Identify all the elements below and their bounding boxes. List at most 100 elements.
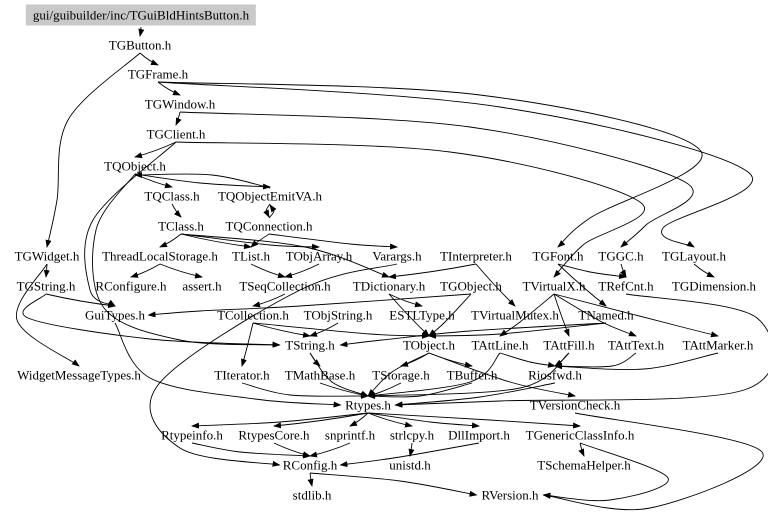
graph-edge-tvirtualx-to-tattmarker xyxy=(553,293,719,338)
graph-edge-tlist-to-tseqcollection xyxy=(250,263,286,279)
graph-node-tschemahelper: TSchemaHelper.h xyxy=(537,457,631,473)
graph-node-snprintf: snprintf.h xyxy=(324,427,376,443)
graph-edge-tgwindow-to-tgclient xyxy=(175,111,182,126)
graph-node-strlcpy: strlcpy.h xyxy=(389,427,435,443)
graph-node-tgwindow: TGWindow.h xyxy=(144,96,216,112)
graph-node-tinterpreter: TInterpreter.h xyxy=(440,248,512,264)
graph-edge-tseqcollection-to-tcollection xyxy=(252,293,286,308)
graph-node-titerator: TIterator.h xyxy=(214,367,270,383)
graph-edge-tgframe-to-tgwindow xyxy=(157,81,181,96)
graph-edge-tclass-to-tobjarray xyxy=(180,233,320,250)
graph-node-unistd: unistd.h xyxy=(389,457,431,473)
graph-node-tgframe: TGFrame.h xyxy=(127,66,189,82)
graph-edge-tstring-to-rtypes xyxy=(309,352,369,397)
graph-edge-threadlocalstorage-to-rconfigure xyxy=(130,263,161,278)
graph-node-tgfont: TGFont.h xyxy=(532,248,584,264)
graph-edge-root-to-tgbutton xyxy=(138,26,145,37)
graph-edge-varargs-to-rconfig xyxy=(149,263,398,467)
graph-edge-tgbutton-to-tgwidget xyxy=(45,52,141,248)
graph-node-tattline: TAttLine.h xyxy=(471,337,529,353)
graph-node-trefcnt: TRefCnt.h xyxy=(598,278,654,294)
graph-edge-tinterpreter-to-tvirtualmutex xyxy=(475,263,516,307)
graph-node-tattfill: TAttFill.h xyxy=(543,337,595,353)
graph-edge-tvirtualx-to-tatttext xyxy=(553,293,637,337)
graph-node-dllimport: DllImport.h xyxy=(448,427,510,443)
graph-edge-tattline-to-rtypes xyxy=(367,352,501,399)
graph-edge-tqconnection-to-tqobjectemitva xyxy=(268,204,277,219)
graph-node-tvirtualx: TVirtualX.h xyxy=(522,278,586,294)
graph-edge-tclass-to-threadlocalstorage xyxy=(159,233,182,248)
graph-node-tgclient: TGClient.h xyxy=(146,126,206,142)
graph-node-tstring: TString.h xyxy=(285,337,335,353)
graph-node-tobjstring: TObjString.h xyxy=(303,307,373,323)
graph-node-tbuffer: TBuffer.h xyxy=(446,367,498,383)
graph-edge-dllimport-to-rconfig xyxy=(339,442,480,468)
graph-edge-tgbutton-to-tgframe xyxy=(139,52,159,66)
graph-edge-tbuffer-to-rtypes xyxy=(367,382,473,400)
graph-edge-tattline-to-riosfwd xyxy=(499,352,556,368)
graph-edge-tgfont-to-tnamed xyxy=(557,263,607,307)
graph-edge-tdictionary-to-tobject xyxy=(388,293,430,337)
graph-node-tgwidget: TGWidget.h xyxy=(14,248,80,264)
graph-node-rconfigure: RConfigure.h xyxy=(95,278,167,294)
graph-node-assert: assert.h xyxy=(182,278,222,294)
graph-edge-rtypes-to-tgenericclassinfo xyxy=(367,412,581,429)
graph-edge-rtypes-to-dllimport xyxy=(367,412,480,429)
graph-node-tstorage: TStorage.h xyxy=(372,367,430,383)
graph-node-estltype: ESTLType.h xyxy=(389,307,455,323)
graph-edge-tobjarray-to-tseqcollection xyxy=(284,263,320,279)
graph-edge-tgwidget-to-widgetmessagetypes xyxy=(16,263,80,367)
graph-edge-tclass-to-tlist xyxy=(180,233,252,250)
graph-edge-tobjstring-to-tstring xyxy=(309,322,339,337)
graph-node-widgetmessagetypes: WidgetMessageTypes.h xyxy=(17,367,141,383)
graph-node-tqconnection: TQConnection.h xyxy=(225,218,313,234)
graph-edge-tqobject-to-tstring xyxy=(92,173,281,348)
graph-node-tclass: TClass.h xyxy=(158,218,204,234)
graph-edge-tqclass-to-tclass xyxy=(171,203,182,218)
graph-edges xyxy=(16,26,768,511)
graph-node-riosfwd: Riosfwd.h xyxy=(528,367,582,383)
graph-edge-tgfont-to-trefcnt xyxy=(557,263,627,280)
graph-edge-tqconnection-to-varargs xyxy=(268,233,398,250)
graph-edge-tqobject-to-tqclass xyxy=(134,173,173,189)
graph-edge-tinterpreter-to-tdictionary xyxy=(388,263,477,280)
graph-node-tattmarker: TAttMarker.h xyxy=(682,337,754,353)
graph-node-tcollection: TCollection.h xyxy=(217,307,289,323)
graph-edge-tcollection-to-tobject xyxy=(252,322,430,339)
graph-node-tglayout: TGLayout.h xyxy=(662,248,726,264)
graph-edge-tnamed-to-tobject xyxy=(428,322,607,339)
graph-edge-guitypes-to-rtypes xyxy=(114,322,342,408)
graph-edge-rtypes-to-rtypeinfo xyxy=(191,412,369,429)
graph-edge-tqobject-to-tqobjectemitva xyxy=(134,173,271,190)
graph-edge-riosfwd-to-rtypes xyxy=(394,382,556,408)
graph-edge-rtypes-to-rtypescore xyxy=(273,412,369,429)
graph-edge-tgclient-to-tvirtualx xyxy=(175,141,645,278)
graph-edge-threadlocalstorage-to-assert xyxy=(159,263,203,279)
graph-edge-tgenericclassinfo-to-tschemahelper xyxy=(578,442,585,457)
graph-edge-tglayout-to-tgdimension xyxy=(693,263,715,278)
graph-node-tseqcollection: TSeqCollection.h xyxy=(239,278,331,294)
graph-edge-tnamed-to-tstring xyxy=(339,322,607,348)
graph-edge-rtypes-to-strlcpy xyxy=(367,412,413,428)
graph-edge-rtypes-to-snprintf xyxy=(349,412,369,427)
graph-edge-tattfill-to-rtypes xyxy=(367,352,570,399)
graph-node-tobjarray: TObjArray.h xyxy=(285,248,353,264)
graph-edge-snprintf-to-rconfig xyxy=(309,442,351,458)
graph-edge-tgframe-to-tgfont xyxy=(157,81,703,248)
graph-node-tqclass: TQClass.h xyxy=(144,188,200,204)
graph-edge-tgwidget-to-tgstring xyxy=(43,263,50,278)
graph-edge-tobject-to-tversioncheck xyxy=(428,352,576,398)
graph-edge-rconfig-to-rversion xyxy=(309,472,478,497)
graph-edge-tmathbase-to-rtypes xyxy=(319,382,369,398)
graph-edge-tgframe-to-tglayout xyxy=(157,81,753,248)
graph-edge-tgclient-to-tqobject xyxy=(134,141,177,159)
graph-node-tnamed: TNamed.h xyxy=(578,307,634,323)
graph-node-varargs: Varargs.h xyxy=(372,248,422,264)
graph-node-threadlocalstorage: ThreadLocalStorage.h xyxy=(102,248,218,264)
graph-node-tqobjectemitva: TQObjectEmitVA.h xyxy=(217,188,323,204)
graph-node-tobject: TObject.h xyxy=(402,337,456,353)
graph-edge-tqobjectemitva-to-tqobject xyxy=(134,171,271,189)
graph-node-stdlib: stdlib.h xyxy=(292,487,332,503)
graph-edge-tgobject-to-guitypes xyxy=(147,293,472,318)
